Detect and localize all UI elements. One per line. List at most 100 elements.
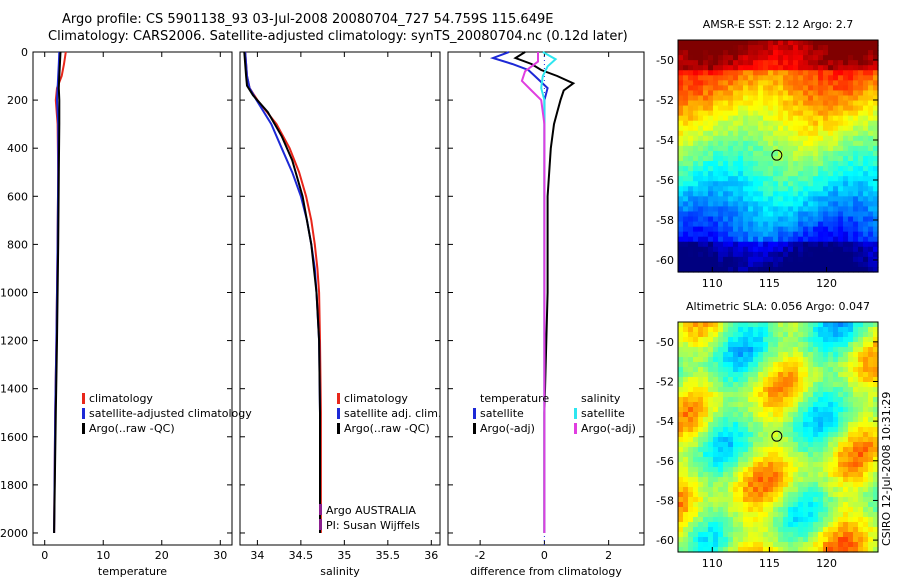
heatmap-cell (698, 387, 704, 393)
heatmap-cell (863, 487, 869, 493)
heatmap-cell (863, 512, 869, 518)
heatmap-cell (733, 357, 739, 363)
heatmap-cell (703, 417, 709, 423)
heatmap-cell (758, 100, 764, 107)
heatmap-cell (768, 140, 774, 147)
heatmap-cell (843, 377, 849, 383)
heatmap-cell (843, 492, 849, 498)
heatmap-cell (738, 537, 744, 543)
heatmap-cell (718, 161, 724, 167)
heatmap-cell (833, 462, 839, 468)
heatmap-cell (733, 437, 739, 443)
heatmap-cell (678, 236, 684, 243)
heatmap-cell (728, 462, 734, 468)
heatmap-cell (778, 482, 784, 488)
heatmap-cell (733, 487, 739, 493)
heatmap-cell (683, 427, 689, 433)
heatmap-cell (863, 186, 869, 192)
heatmap-cell (748, 422, 754, 428)
heatmap-cell (833, 502, 839, 508)
heatmap-cell (768, 392, 774, 398)
heatmap-cell (858, 50, 864, 56)
heatmap-cell (708, 497, 714, 503)
heatmap-cell (708, 432, 714, 438)
heatmap-cell (763, 367, 769, 373)
heatmap-cell (848, 90, 854, 97)
heatmap-cell (818, 246, 824, 253)
heatmap-cell (743, 186, 749, 192)
heatmap-cell (743, 236, 749, 243)
heatmap-cell (863, 442, 869, 448)
heatmap-cell (748, 80, 754, 86)
heatmap-cell (843, 477, 849, 483)
heatmap-cell (693, 347, 699, 353)
y-tick-label: 200 (7, 94, 28, 107)
heatmap-cell (763, 150, 769, 157)
heatmap-cell (738, 216, 744, 223)
heatmap-cell (713, 125, 719, 132)
heatmap-cell (798, 60, 804, 66)
heatmap-cell (798, 65, 804, 71)
heatmap-cell (808, 457, 814, 463)
heatmap-cell (833, 156, 839, 162)
heatmap-cell (833, 437, 839, 443)
heatmap-cell (858, 206, 864, 213)
heatmap-cell (788, 372, 794, 378)
heatmap-cell (743, 462, 749, 468)
heatmap-cell (768, 382, 774, 388)
heatmap-cell (853, 50, 859, 56)
heatmap-cell (838, 452, 844, 458)
heatmap-cell (808, 166, 814, 172)
heatmap-cell (808, 427, 814, 433)
heatmap-cell (868, 110, 874, 117)
heatmap-cell (793, 145, 799, 152)
heatmap-cell (793, 130, 799, 137)
heatmap-cell (818, 547, 824, 553)
heatmap-cell (693, 392, 699, 398)
heatmap-cell (773, 482, 779, 488)
heatmap-cell (843, 487, 849, 493)
heatmap-cell (683, 156, 689, 162)
heatmap-cell (803, 382, 809, 388)
heatmap-cell (783, 512, 789, 518)
heatmap-cell (873, 226, 879, 233)
heatmap-cell (798, 70, 804, 76)
heatmap-cell (778, 422, 784, 428)
heatmap-cell (773, 367, 779, 373)
diff-temp-legend-swatch (473, 408, 476, 419)
heatmap-cell (873, 191, 879, 197)
heatmap-cell (793, 397, 799, 403)
heatmap-cell (873, 497, 879, 503)
heatmap-cell (778, 140, 784, 147)
heatmap-cell (738, 372, 744, 378)
heatmap-cell (843, 120, 849, 127)
heatmap-cell (773, 337, 779, 343)
heatmap-cell (728, 261, 734, 268)
heatmap-cell (813, 497, 819, 503)
heatmap-cell (773, 507, 779, 513)
heatmap-cell (683, 457, 689, 463)
heatmap-cell (868, 352, 874, 358)
heatmap-cell (688, 447, 694, 453)
heatmap-cell (708, 156, 714, 162)
heatmap-cell (843, 407, 849, 413)
heatmap-cell (773, 211, 779, 218)
heatmap-cell (763, 337, 769, 343)
heatmap-cell (703, 472, 709, 478)
heatmap-cell (853, 482, 859, 488)
heatmap-cell (763, 342, 769, 348)
heatmap-cell (758, 457, 764, 463)
heatmap-cell (743, 542, 749, 548)
heatmap-cell (823, 251, 829, 258)
heatmap-cell (848, 342, 854, 348)
heatmap-cell (838, 95, 844, 102)
heatmap-cell (703, 502, 709, 508)
heatmap-cell (708, 176, 714, 182)
heatmap-cell (738, 472, 744, 478)
heatmap-cell (678, 352, 684, 358)
heatmap-cell (848, 241, 854, 248)
heatmap-cell (803, 507, 809, 513)
heatmap-cell (813, 181, 819, 187)
heatmap-cell (828, 50, 834, 56)
heatmap-cell (778, 80, 784, 86)
